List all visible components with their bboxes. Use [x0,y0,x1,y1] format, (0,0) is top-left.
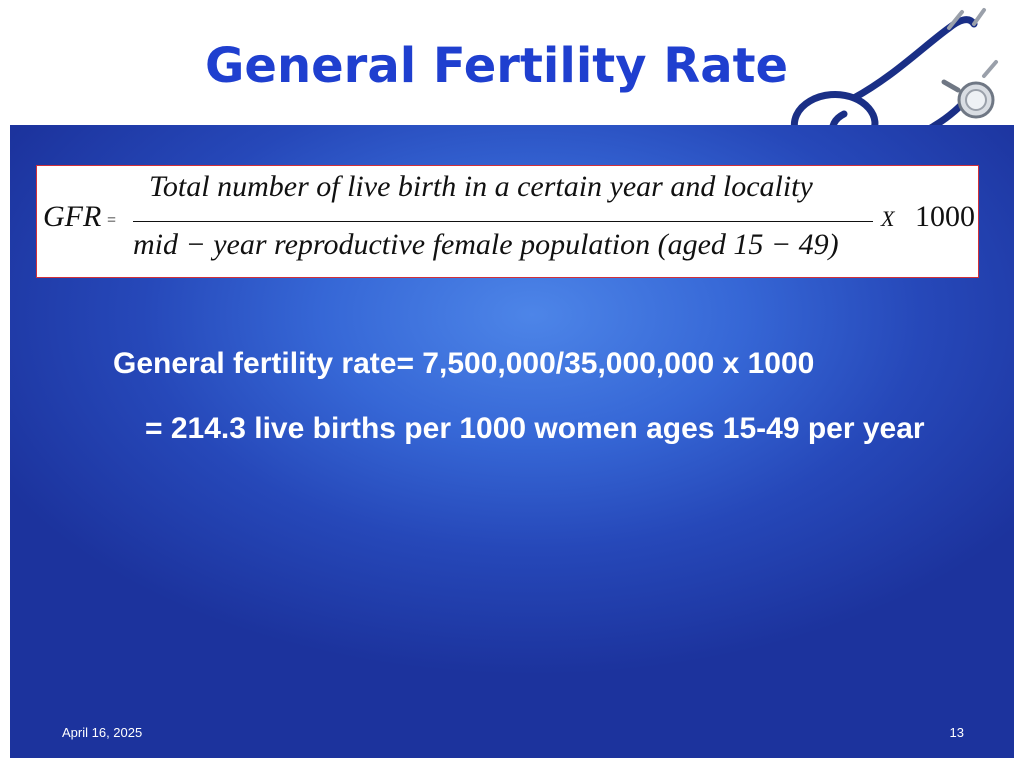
footer-date: April 16, 2025 [62,725,143,740]
slide-title: General Fertility Rate [205,38,789,94]
formula-multiplier-symbol: X [881,206,895,231]
formula-lhs: GFR [43,200,102,233]
content-panel: GFR = Total number of live birth in a ce… [10,125,1014,758]
formula-numerator: Total number of live birth in a certain … [149,170,813,203]
page-number: 13 [949,725,964,740]
calculation-text: General fertility rate= 7,500,000/35,000… [113,347,815,380]
formula-box: GFR = Total number of live birth in a ce… [36,165,979,278]
formula-denominator: mid − year reproductive female populatio… [133,228,839,261]
formula-equals: = [107,212,117,229]
formula-multiplier-value: 1000 [915,200,975,233]
fraction-bar [133,221,873,222]
result-text: = 214.3 live births per 1000 women ages … [145,412,925,445]
